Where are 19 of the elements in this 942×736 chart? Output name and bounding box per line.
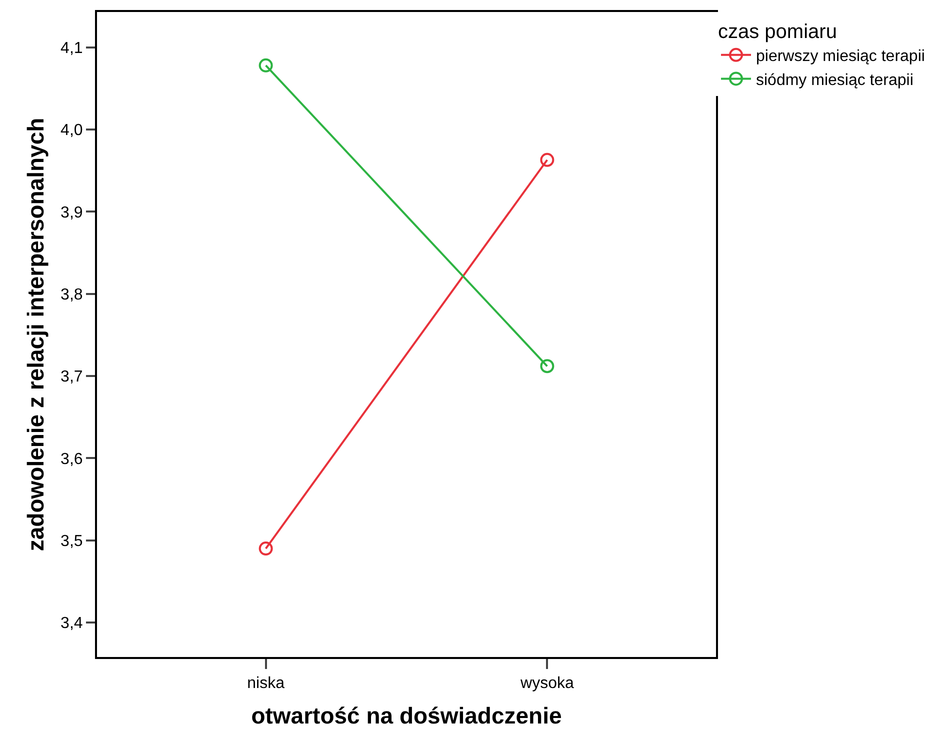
point	[258, 58, 273, 72]
y-tick-label: 3,9	[60, 204, 83, 222]
y-tick-label: 4,1	[60, 40, 83, 57]
x-tick-label: wysoka	[520, 675, 574, 692]
point	[258, 542, 273, 556]
y-axis-title: zadowolenie z relacji interpersonalnych	[22, 118, 48, 552]
y-tick-label: 3,7	[60, 368, 83, 386]
y-tick-label: 3,8	[60, 286, 83, 304]
x-axis-title: otwartość na doświadczenie	[251, 702, 562, 728]
legend-label: pierwszy miesiąc terapii	[756, 48, 925, 66]
x-tick-label: niska	[247, 675, 285, 692]
point	[540, 152, 554, 167]
y-tick-label: 3,5	[60, 532, 83, 550]
y-tick-label: 4,0	[60, 122, 83, 140]
point	[540, 359, 554, 374]
y-tick-label: 3,6	[60, 450, 83, 468]
legend-title: czas pomiaru	[718, 21, 837, 43]
y-tick-label: 3,4	[60, 615, 83, 632]
legend-label: siódmy miesiąc terapii	[756, 72, 914, 89]
